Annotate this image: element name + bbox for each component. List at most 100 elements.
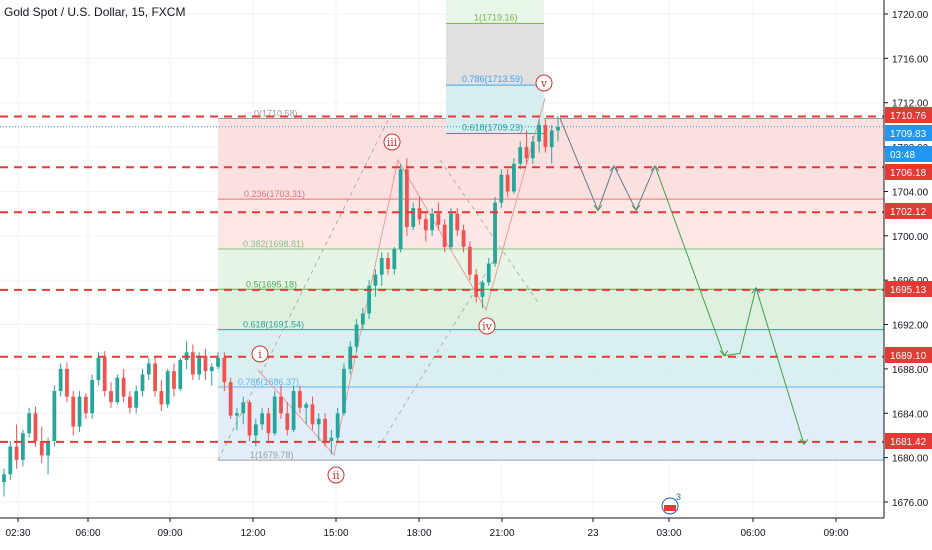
time-tick-label: 06:00 [75,528,100,539]
fib-level-label: 1(1679.78) [250,450,294,460]
price-badge-label: 1695.13 [890,285,927,296]
candle-body [241,402,246,414]
candle-body [90,380,95,414]
chart-title: Gold Spot / U.S. Dollar, 15, FXCM [4,5,186,19]
price-badge-label: 1709.83 [890,129,927,140]
candle-body [386,258,390,270]
price-badge [885,347,932,363]
wave-label-circle [383,133,401,151]
candle-body [266,413,271,434]
interval-label: 15 [131,5,145,19]
time-tick-label: 15:00 [323,528,348,539]
candle-body [524,147,529,159]
candle-body [102,357,107,392]
candle-body [379,258,384,275]
wave-channel-line [217,111,393,461]
candle-body [354,324,359,347]
price-badge-label: 03:48 [890,150,915,161]
time-tick-label: 02:30 [5,528,30,539]
candle-body [159,391,164,405]
candle-body [121,377,126,397]
candle-body [304,404,309,408]
candle-body [348,346,353,369]
candle-body [461,230,466,247]
candle-body [474,274,479,297]
candle-body [253,424,258,436]
wave-label-circle [535,74,553,92]
projection-path [654,165,805,445]
price-tick-label: 1716.00 [892,54,929,65]
candle-body [543,124,548,148]
arrow-head [631,204,641,212]
price-tick-label: 1704.00 [892,187,929,198]
price-tick-label: 1684.00 [892,409,929,420]
candle-body [556,126,560,131]
time-tick-label: 09:00 [157,528,182,539]
time-tick-label: 06:00 [740,528,765,539]
time-axis [0,518,932,550]
arrow-head [650,165,660,172]
candle-body [260,413,265,425]
time-tick-label: 21:00 [489,528,514,539]
candle-body [20,433,25,460]
candle-body [279,396,283,414]
candle-body [216,357,220,367]
candle-body [430,213,434,231]
fib-ext-top-zone [446,0,544,24]
price-badge [885,107,932,123]
candle-body [39,441,44,456]
fib-level-label: 0(1710.58) [254,108,298,118]
price-axis [884,0,932,550]
price-tick-label: 1688.00 [892,365,929,376]
fib-ext-label: 0.786(1713.59) [462,74,523,84]
arrow-head [609,165,619,172]
wave-label-circle [251,345,269,363]
fib-ext-zone [446,85,544,134]
price-tick-label: 1720.00 [892,10,929,21]
candle-body [83,396,88,414]
price-badge [885,281,932,297]
fib-zone [218,289,884,330]
price-tick-label: 1692.00 [892,321,929,332]
candle-body [8,446,13,475]
time-tick-label: 18:00 [406,528,431,539]
candle-body [442,224,447,247]
candle-body [512,163,516,192]
price-tick-label: 1680.00 [892,454,929,465]
candle-body [58,368,63,392]
candle-body [27,413,32,434]
price-tick-label: 1676.00 [892,498,929,509]
time-tick-label: 03:00 [656,528,681,539]
arrow-head [719,350,729,357]
candle-body [140,374,145,392]
fib-level-label: 0.5(1695.18) [246,279,297,289]
candle-body [537,124,542,142]
elliott-wave-path [257,97,546,457]
candle-body [2,474,6,483]
fib-zone [218,199,884,250]
candle-body [411,208,416,227]
fib-level-label: 0.618(1691.54) [243,320,304,330]
price-badge [885,433,932,449]
candle-body [235,413,239,416]
candle-body [209,366,214,372]
candle-body [178,360,183,389]
candle-body [228,382,233,416]
events-count: 3 [676,492,681,502]
candle-body [172,371,176,389]
candle-body [499,174,504,203]
candle-body [96,357,101,380]
fib-ext-label: 0.618(1709.23) [462,122,523,132]
wave-label-circle [478,317,496,335]
wave-label: v [540,77,548,90]
wave-label: iv [482,320,493,333]
candle-body [291,391,296,430]
candle-body [128,396,132,408]
wave-label-circle [327,466,345,484]
price-badge [885,146,932,162]
candle-body [52,391,57,441]
candle-body [518,147,523,164]
time-tick-label: 09:00 [823,528,848,539]
fib-level-label: 0.382(1698.81) [243,239,304,249]
